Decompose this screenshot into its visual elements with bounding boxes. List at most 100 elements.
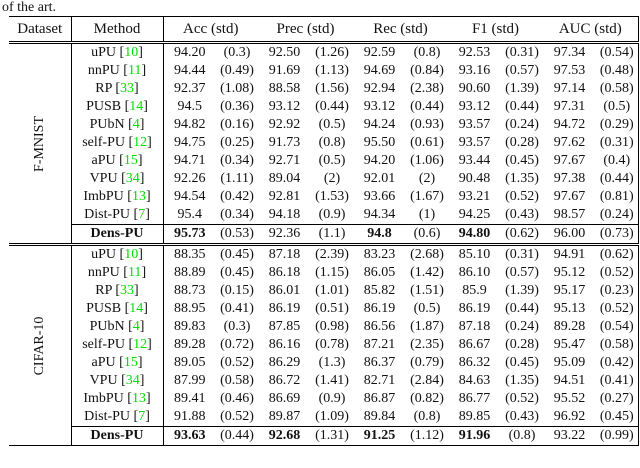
citation-link[interactable]: 14 [129, 99, 144, 114]
metric-std: (1.56) [315, 81, 349, 96]
method-name: RP [95, 81, 112, 96]
citation-link[interactable]: 34 [125, 171, 140, 186]
metric-value: 94.91 [543, 243, 597, 264]
citation-link[interactable]: 4 [132, 319, 140, 334]
table-row: VPU [34] 87.99 (0.58) 86.72 (1.41) 82.71 (2.84… [9, 372, 638, 390]
metric-value: 92.59 [363, 45, 396, 60]
metric-value: 86.72 [268, 373, 301, 388]
citation-link[interactable]: 11 [127, 63, 142, 78]
metric-std: (0.54) [599, 319, 634, 334]
metric-value: 92.01 [363, 171, 396, 186]
metric-std: (0.16) [220, 117, 254, 132]
metric-value: 86.05 [363, 265, 396, 280]
metric-value: 94.71 [174, 153, 206, 168]
citation-link[interactable]: 7 [138, 207, 146, 222]
metric-std: (0.9) [318, 207, 346, 222]
citation-link[interactable]: 4 [132, 117, 140, 132]
metric-std: (1.35) [505, 373, 539, 388]
citation-link[interactable]: 7 [138, 409, 146, 424]
metric-value: 95.52 [553, 391, 586, 406]
method-name: ImbPU [83, 391, 124, 406]
metric-value: 86.18 [268, 265, 301, 280]
metric-value: 94.25 [458, 207, 491, 222]
citation-link[interactable]: 12 [133, 135, 148, 150]
method-cell: self-PU [12] [71, 336, 164, 354]
metric-value: 89.05 [174, 355, 206, 370]
citation-link[interactable]: 33 [120, 81, 135, 96]
citation-link[interactable]: 33 [120, 283, 135, 298]
metric-std: (0.82) [410, 391, 444, 406]
citation-link[interactable]: 13 [131, 391, 146, 406]
metric-value: 89.28 [174, 337, 206, 352]
citation-link[interactable]: 14 [129, 301, 144, 316]
metric-value: 94.75 [174, 135, 206, 150]
metric-value: 92.26 [174, 171, 206, 186]
table-row: Dist-PU [7] 95.4 (0.34) 94.18 (0.9) 94.34 (1) 9… [9, 206, 638, 225]
metric-std: (0.44) [216, 426, 258, 446]
metric-value: 86.37 [363, 355, 396, 370]
metric-std: (0.36) [220, 99, 254, 114]
metric-std: (0.42) [599, 355, 634, 370]
metric-value: 86.16 [268, 337, 301, 352]
metric-std: (1.13) [315, 63, 349, 78]
citation-link[interactable]: 13 [131, 189, 146, 204]
metric-std: (0.45) [599, 409, 634, 424]
method-name: nnPU [87, 265, 120, 280]
method-name: PUSB [86, 301, 122, 316]
metric-std: (0.28) [505, 135, 539, 150]
citation-link[interactable]: 10 [124, 45, 139, 60]
metric-value: 93.21 [458, 189, 491, 204]
citation-link[interactable]: 11 [127, 265, 142, 280]
metric-value: 91.25 [353, 426, 406, 446]
metric-std: (0.34) [220, 207, 254, 222]
metric-value: 92.50 [268, 45, 301, 60]
citation-link[interactable]: 10 [124, 247, 139, 262]
metric-value: 86.01 [268, 283, 301, 298]
metric-std: (2.84) [410, 373, 444, 388]
metric-std: (0.49) [220, 63, 254, 78]
method-name: Dens-PU [90, 428, 144, 443]
table-row: nnPU [11] 94.44 (0.49) 91.69 (1.13) 94.69 (0.8… [9, 62, 638, 80]
metric-std: (0.46) [220, 391, 254, 406]
table-row: F-MNIST uPU [10] 94.20 (0.3) 92.50 (1.26) 92.5… [9, 42, 638, 245]
metric-value: 87.18 [458, 319, 491, 334]
metric-std: (2) [323, 171, 341, 186]
metric-std: (0.48) [599, 63, 634, 78]
metric-std: (0.15) [220, 283, 254, 298]
metric-std: (1.41) [315, 373, 349, 388]
metric-std: (0.3) [223, 45, 251, 60]
metric-value: 83.23 [353, 243, 406, 264]
metric-std: (0.25) [220, 135, 254, 150]
metric-std: (0.58) [599, 81, 634, 96]
method-name: VPU [89, 373, 118, 388]
metric-std: (0.31) [505, 45, 539, 60]
metric-std: (0.51) [315, 301, 349, 316]
metric-std: (0.43) [505, 409, 539, 424]
metric-value: 89.84 [363, 409, 396, 424]
metric-value: 94.44 [174, 63, 206, 78]
metric-std: (0.44) [505, 99, 539, 114]
table-row: PUSB [14] 88.95 (0.41) 86.19 (0.51) 86.19 (0.5… [9, 300, 638, 318]
col-header-auc: AUC (std) [543, 16, 639, 44]
metric-std: (0.93) [410, 117, 444, 132]
metric-value: 93.12 [268, 99, 301, 114]
citation-link[interactable]: 15 [123, 153, 138, 168]
table-row: RP [33] 88.73 (0.15) 86.01 (1.01) 85.82 (1.51)… [9, 282, 638, 300]
metric-value: 85.10 [448, 243, 502, 264]
metric-value: 94.5 [177, 99, 203, 114]
method-cell: RP [33] [71, 282, 164, 300]
table-row: aPU [15] 94.71 (0.34) 92.71 (0.5) 94.20 (1.06)… [9, 152, 638, 170]
metric-value: 94.8 [353, 224, 406, 245]
metric-value: 89.85 [458, 409, 491, 424]
method-cell: VPU [34] [71, 170, 164, 188]
citation-link[interactable]: 34 [125, 373, 140, 388]
metric-std: (0.57) [505, 265, 539, 280]
metric-std: (0.5) [603, 99, 631, 114]
metric-std: (1.87) [410, 319, 444, 334]
metric-value: 86.32 [458, 355, 491, 370]
citation-link[interactable]: 12 [133, 337, 148, 352]
citation-link[interactable]: 15 [123, 355, 138, 370]
method-cell: PUSB [14] [71, 300, 164, 318]
metric-std: (2) [418, 171, 436, 186]
metric-value: 87.18 [258, 243, 311, 264]
